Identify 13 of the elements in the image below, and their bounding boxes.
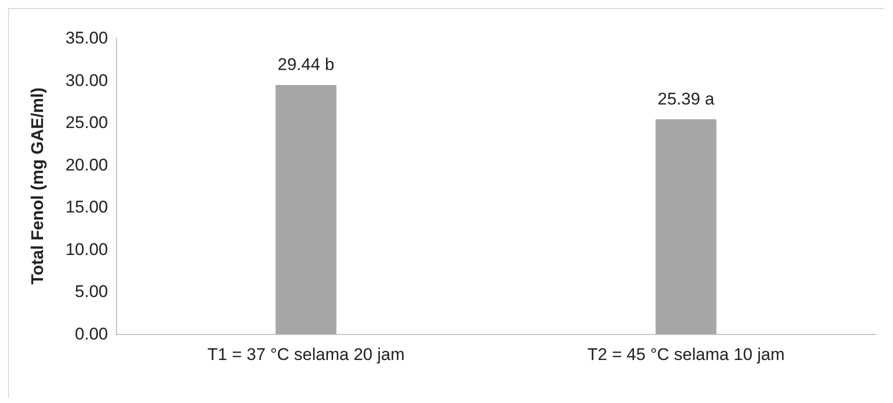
y-tick-label: 35.00 [65,28,108,48]
y-tick-label: 30.00 [65,70,108,90]
x-tick-label: T2 = 45 °C selama 10 jam [587,345,785,364]
y-tick-label: 0.00 [74,324,108,344]
y-tick-label: 15.00 [65,198,108,217]
data-label: 29.44 b [278,55,334,74]
data-label: 25.39 a [658,89,715,108]
y-tick-label: 10.00 [65,240,108,259]
x-tick-label: T1 = 37 °C selama 20 jam [207,345,405,364]
y-tick-label: 20.00 [65,155,108,174]
y-axis-title: Total Fenol (mg GAE/ml) [28,87,47,285]
y-tick-label: 5.00 [74,282,108,302]
y-tick-label: 25.00 [65,113,108,132]
